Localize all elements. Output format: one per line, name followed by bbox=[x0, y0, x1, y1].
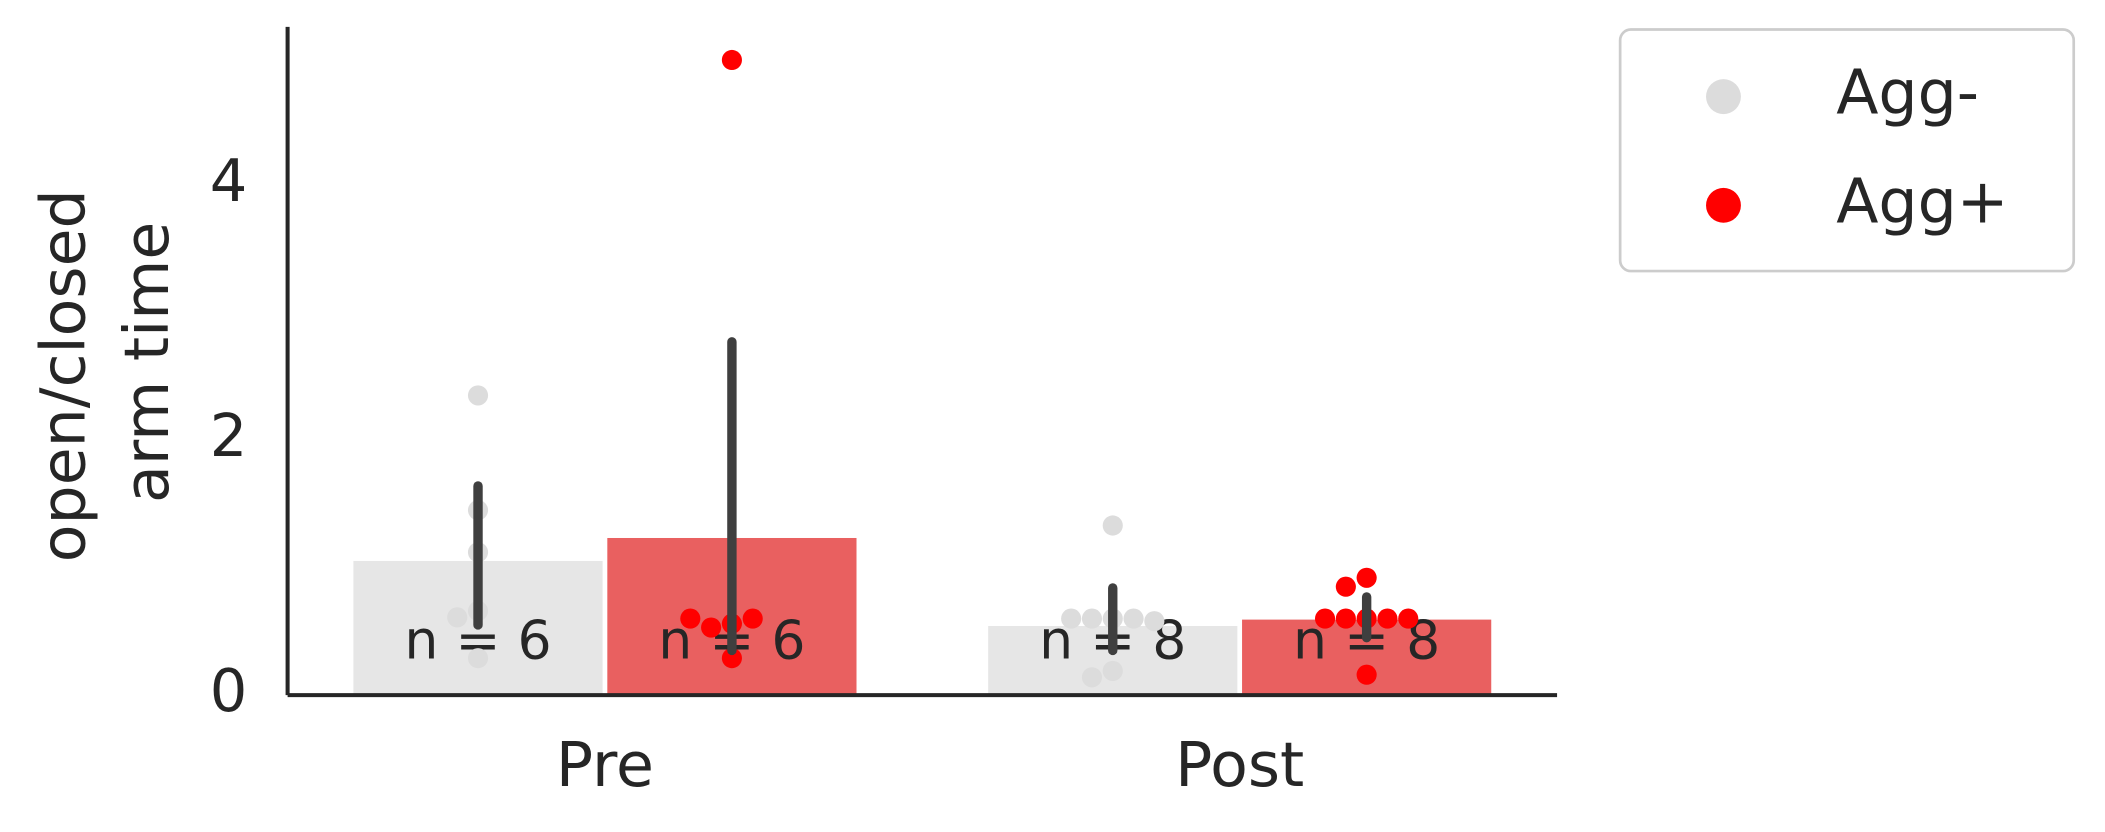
data-point bbox=[680, 608, 701, 629]
data-point bbox=[701, 617, 722, 638]
data-point bbox=[467, 385, 489, 406]
y-tick-label: 4 bbox=[210, 146, 248, 215]
legend-label: Agg- bbox=[1836, 57, 1979, 129]
data-point bbox=[1081, 608, 1103, 629]
y-tick-label: 0 bbox=[210, 656, 248, 725]
legend-marker bbox=[1706, 187, 1741, 223]
data-point bbox=[742, 608, 763, 629]
data-point bbox=[1123, 608, 1144, 629]
y-axis-label: open/closed bbox=[28, 189, 100, 562]
data-point bbox=[1102, 515, 1123, 536]
data-point bbox=[467, 648, 489, 669]
data-point bbox=[1356, 664, 1377, 685]
data-point bbox=[1144, 611, 1165, 632]
y-axis-label: arm time bbox=[111, 222, 183, 503]
data-point bbox=[1335, 608, 1356, 629]
data-point bbox=[1335, 576, 1356, 597]
legend-label: Agg+ bbox=[1836, 165, 2008, 237]
data-point bbox=[1081, 667, 1103, 688]
y-tick-label: 2 bbox=[210, 401, 248, 470]
data-point bbox=[447, 607, 468, 628]
data-point bbox=[721, 648, 742, 669]
data-point bbox=[1314, 608, 1336, 629]
data-point bbox=[1061, 608, 1082, 629]
x-tick-label: Post bbox=[1175, 729, 1304, 801]
data-point bbox=[1377, 608, 1398, 629]
legend-marker bbox=[1706, 79, 1741, 115]
data-point bbox=[1102, 660, 1123, 681]
data-point bbox=[1398, 608, 1419, 629]
x-tick-label: Pre bbox=[556, 729, 654, 801]
data-point bbox=[1356, 567, 1377, 588]
data-point bbox=[721, 49, 742, 71]
